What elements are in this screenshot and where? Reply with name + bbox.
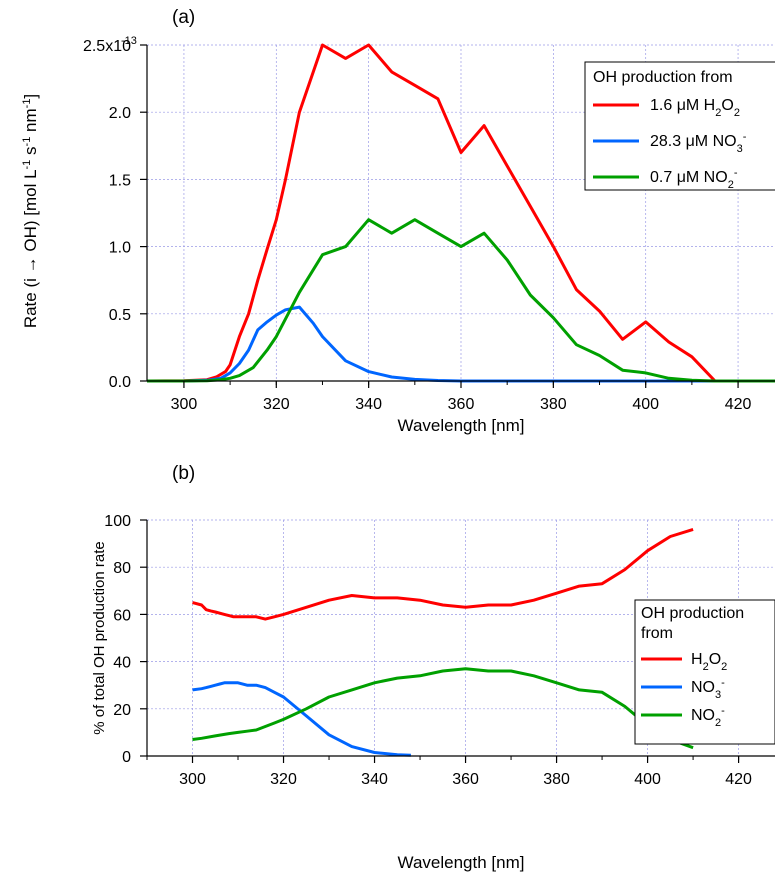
panel-a-legend: OH production from 1.6 μM H2O2 28.3 μM NO… — [584, 61, 775, 191]
panel-a-x-axis-label: Wavelength [nm] — [398, 416, 525, 435]
panel-b-series — [192, 527, 694, 757]
y-tick-label: 2.0 — [109, 105, 131, 122]
legend-item-no2: NO2- — [691, 705, 725, 729]
panel-b-y-ticks: 0 20 40 60 80 100 — [104, 513, 147, 766]
panel-a-legend-title: OH production from — [593, 69, 733, 86]
x-tick-label: 420 — [725, 771, 752, 788]
panel-b-legend: OH production from H2O2 NO3- NO2- — [634, 599, 775, 745]
y-tick-label: 100 — [104, 513, 131, 530]
y-tick-label: 20 — [113, 702, 131, 719]
x-tick-label: 340 — [361, 771, 388, 788]
panel-a-label: (a) — [172, 7, 195, 28]
panel-b-y-axis-label: % of total OH production rate — [91, 541, 108, 734]
y-tick-label: 40 — [113, 655, 131, 672]
panel-a-x-ticks: 300 320 340 360 380 400 420 — [171, 381, 752, 413]
panel-b-label: (b) — [172, 463, 195, 484]
x-tick-label: 380 — [540, 396, 567, 413]
x-tick-label: 400 — [634, 771, 661, 788]
panel-a-legend-box — [584, 61, 775, 191]
panel-a: (a) 0.0 0.5 1.0 1.5 2.0 2.5x10 300 320 340 360 38… — [21, 7, 775, 435]
panel-a-y-axis-label: Rate (i → OH) [mol L-1 s-1 nm-1] — [21, 94, 40, 328]
y-tick-label: 1.0 — [109, 240, 131, 257]
panel-a-y-ticks: 0.0 0.5 1.0 1.5 2.0 2.5x10 — [83, 38, 147, 391]
series-line-no2 — [147, 218, 775, 383]
series-line-h2o2 — [192, 527, 694, 621]
panel-b-x-axis-label: Wavelength [nm] — [398, 853, 525, 872]
x-tick-label: 300 — [179, 771, 206, 788]
x-tick-label: 360 — [448, 396, 475, 413]
y-tick-label: 2.5x10 — [83, 38, 131, 55]
series-line-no2 — [192, 667, 694, 750]
legend-item-no2: 0.7 μM NO2- — [650, 167, 738, 191]
x-tick-label: 420 — [725, 396, 752, 413]
legend-item-no3: 28.3 μM NO3- — [650, 131, 747, 155]
y-tick-label: 60 — [113, 607, 131, 624]
legend-item-h2o2: H2O2 — [691, 651, 727, 673]
x-tick-label: 360 — [452, 771, 479, 788]
series-line-no3 — [192, 681, 411, 757]
series-line-h2o2 — [146, 43, 775, 383]
y-tick-label: 0 — [122, 749, 131, 766]
panel-b-legend-title-line2: from — [641, 625, 673, 642]
y-tick-label: 0.5 — [109, 307, 131, 324]
x-tick-label: 340 — [355, 396, 382, 413]
x-tick-label: 320 — [263, 396, 290, 413]
panel-b: (b) 0 20 40 60 80 100 300 320 340 360 380 400 420 W… — [91, 463, 775, 872]
panel-b-legend-title-line1: OH production — [641, 605, 744, 622]
legend-item-no3: NO3- — [691, 677, 725, 701]
x-tick-label: 400 — [632, 396, 659, 413]
panel-b-x-ticks: 300 320 340 360 380 400 420 — [146, 756, 752, 788]
panel-b-gridlines — [147, 519, 775, 756]
y-tick-label: 0.0 — [109, 374, 131, 391]
x-tick-label: 320 — [270, 771, 297, 788]
y-tick-label: 80 — [113, 560, 131, 577]
panel-a-y-top-exponent: -13 — [121, 35, 137, 47]
y-tick-label: 1.5 — [109, 172, 131, 189]
legend-item-h2o2: 1.6 μM H2O2 — [650, 97, 740, 119]
panel-b-legend-box — [634, 599, 775, 745]
x-tick-label: 380 — [543, 771, 570, 788]
x-tick-label: 300 — [171, 396, 198, 413]
